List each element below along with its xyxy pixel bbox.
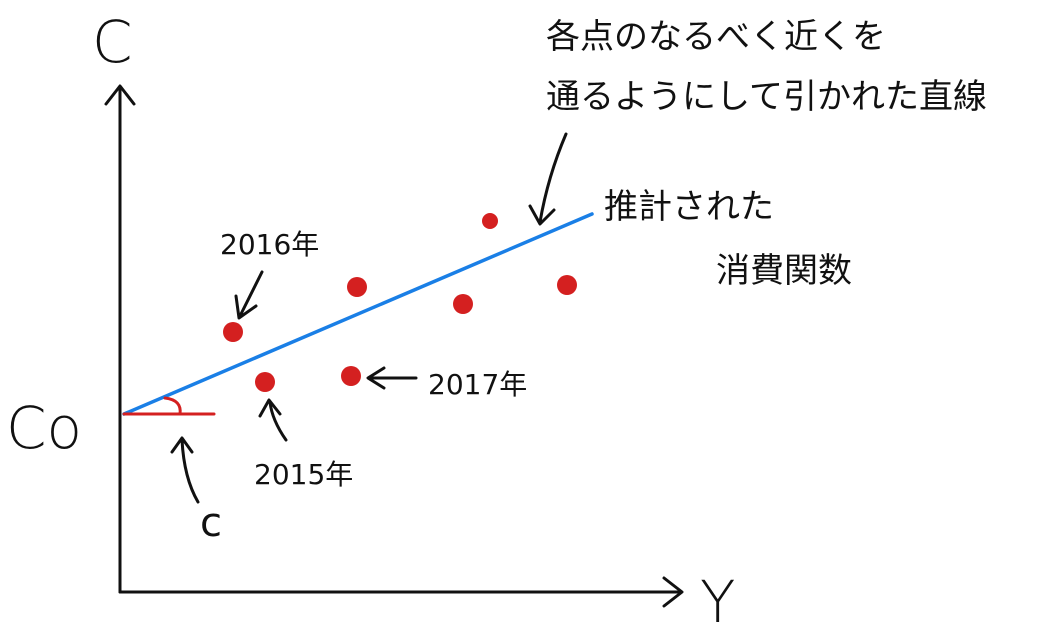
fit-line-note-arrow bbox=[528, 132, 568, 226]
arrow-2017 bbox=[366, 366, 418, 390]
slope-arrow bbox=[170, 436, 200, 504]
fit-line-note-line1: 各点のなるべく近くを bbox=[546, 17, 886, 57]
data-point bbox=[223, 322, 243, 342]
y-axis-label: C bbox=[92, 8, 133, 76]
data-point bbox=[347, 277, 367, 297]
slope-arc bbox=[163, 396, 182, 416]
data-point bbox=[482, 213, 498, 229]
data-point bbox=[341, 366, 361, 386]
fit-line bbox=[122, 212, 594, 416]
estimated-function-note-line1: 推計された bbox=[604, 187, 774, 227]
x-axis-arrowhead bbox=[662, 576, 684, 608]
data-point bbox=[453, 294, 473, 314]
year-label-2015: 2015年 bbox=[254, 458, 353, 491]
y-axis-arrowhead bbox=[104, 84, 136, 106]
arrow-2015 bbox=[258, 398, 288, 442]
year-label-2017: 2017年 bbox=[428, 368, 527, 401]
slope-label: c bbox=[200, 500, 222, 546]
slope-mark bbox=[122, 396, 216, 416]
axes bbox=[104, 84, 684, 608]
data-point bbox=[557, 275, 577, 295]
x-axis-label: Y bbox=[700, 568, 735, 636]
estimated-function-note-line2: 消費関数 bbox=[716, 251, 852, 291]
arrow-2016 bbox=[234, 270, 264, 320]
year-label-2016: 2016年 bbox=[220, 228, 319, 261]
fit-line-note-line2: 通るようにして引かれた直線 bbox=[546, 77, 987, 117]
data-points bbox=[223, 213, 577, 392]
intercept-label: Co bbox=[6, 394, 82, 462]
data-point bbox=[255, 372, 275, 392]
